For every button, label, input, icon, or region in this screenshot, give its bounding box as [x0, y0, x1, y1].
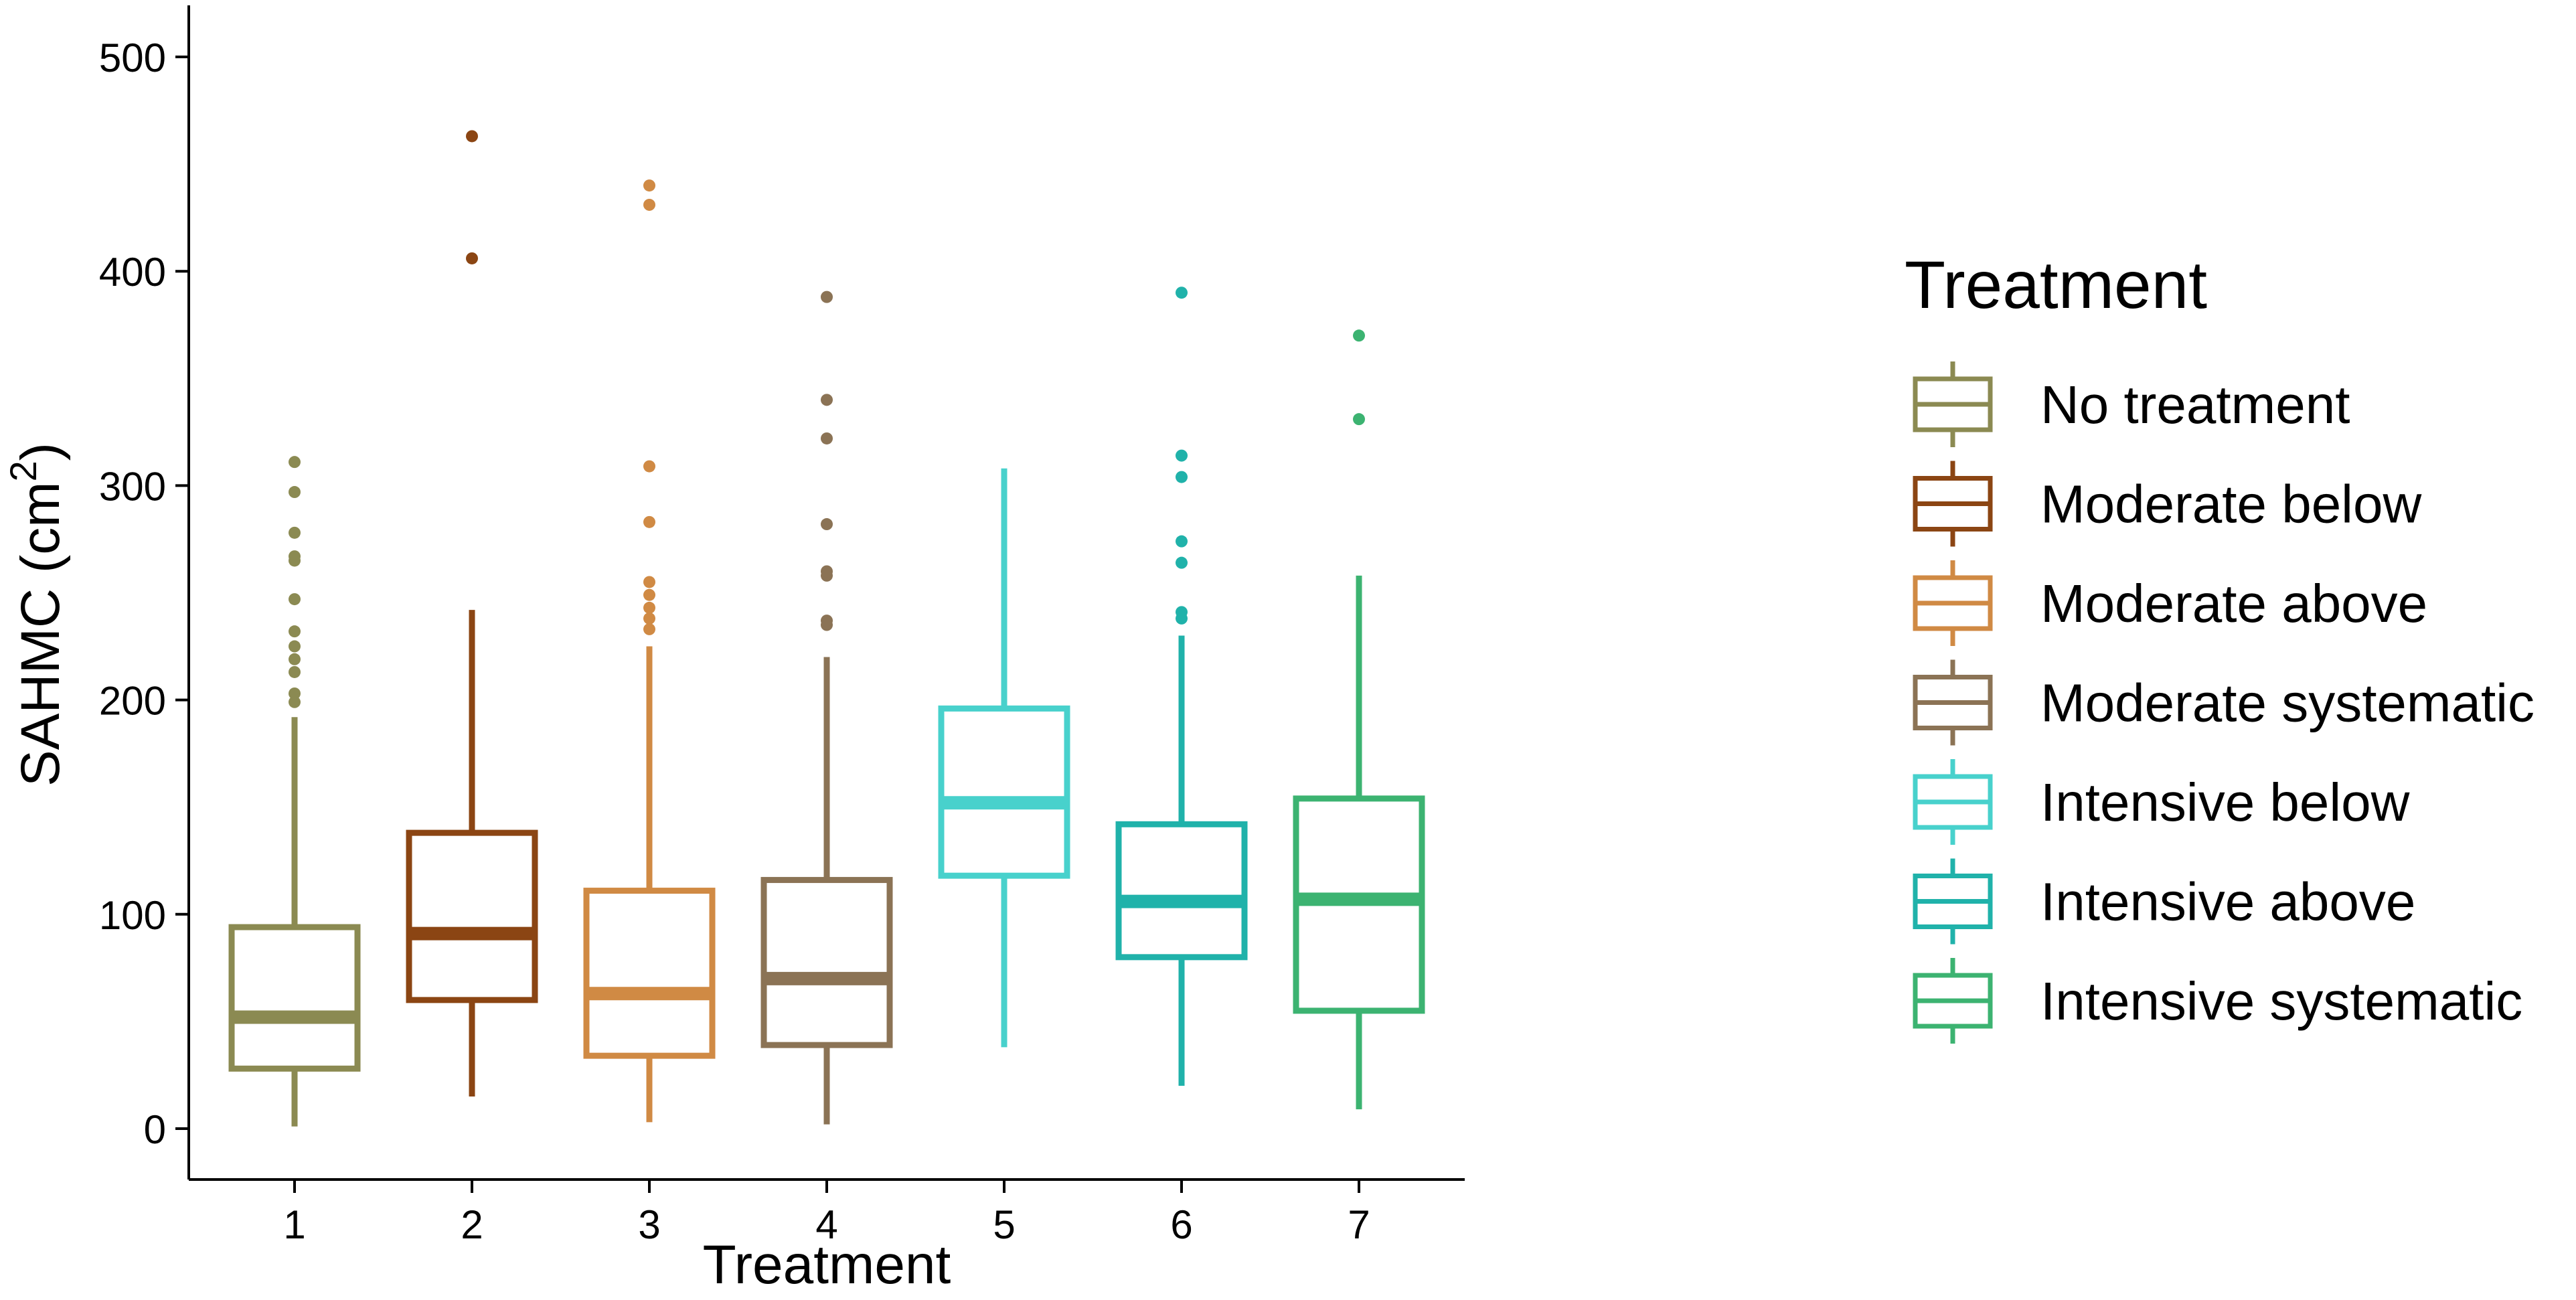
- legend-item: Intensive systematic: [1913, 958, 2522, 1044]
- outlier-point: [643, 460, 655, 473]
- y-axis-title-superscript: 2: [2, 461, 44, 481]
- outlier-point: [643, 623, 655, 635]
- box-group-1: [228, 456, 361, 1127]
- outlier-point: [289, 687, 301, 700]
- legend-key: [1913, 461, 1993, 547]
- x-tick-label: 4: [815, 1202, 837, 1247]
- box-iqr: [760, 877, 893, 1048]
- outlier-point: [289, 550, 301, 563]
- x-tick-label: 1: [283, 1202, 305, 1247]
- legend-item: Intensive below: [1913, 759, 2410, 845]
- outlier-point: [289, 665, 301, 678]
- outlier-point: [821, 615, 833, 627]
- box-iqr: [228, 924, 361, 1072]
- outlier-point: [1176, 471, 1188, 483]
- outlier-point: [821, 518, 833, 531]
- outlier-point: [821, 565, 833, 578]
- x-axis-ticks: 1 2 3 4 5 6 7: [283, 1180, 1370, 1247]
- outlier-point: [1176, 287, 1188, 299]
- box-group-5: [938, 468, 1070, 1048]
- box-iqr: [406, 829, 538, 1003]
- box-group-2: [406, 130, 538, 1096]
- y-axis-title-suffix: ): [10, 442, 71, 461]
- outlier-point: [289, 696, 301, 708]
- outlier-point: [1176, 556, 1188, 569]
- legend-key: [1913, 659, 1993, 746]
- outlier-point: [1353, 329, 1365, 342]
- box-group-6: [1115, 287, 1248, 1086]
- x-tick-label: 3: [638, 1202, 660, 1247]
- legend-item: Moderate below: [1913, 461, 2421, 547]
- outlier-point: [466, 130, 478, 143]
- legend-key: [1913, 958, 1993, 1044]
- plot-area: [228, 130, 1425, 1127]
- outlier-point: [821, 291, 833, 303]
- box-group-7: [1293, 329, 1425, 1110]
- outlier-point: [643, 576, 655, 588]
- x-tick-label: 5: [993, 1202, 1015, 1247]
- y-tick-label: 300: [99, 464, 166, 509]
- outlier-point: [821, 432, 833, 444]
- outlier-point: [821, 394, 833, 406]
- legend-label: Moderate above: [2040, 574, 2427, 633]
- outlier-point: [643, 612, 655, 625]
- x-tick-label: 2: [461, 1202, 483, 1247]
- outlier-point: [1353, 413, 1365, 426]
- outlier-point: [643, 198, 655, 211]
- y-tick-label: 400: [99, 250, 166, 295]
- outlier-point: [643, 588, 655, 601]
- y-tick-label: 200: [99, 679, 166, 724]
- legend-key: [1913, 560, 1993, 646]
- legend-item: Intensive above: [1913, 858, 2415, 945]
- legend-label: Moderate systematic: [2040, 673, 2534, 733]
- legend-label: No treatment: [2040, 375, 2350, 434]
- legend-key: [1913, 858, 1993, 945]
- legend-key: [1913, 361, 1993, 447]
- outlier-point: [289, 486, 301, 499]
- outlier-point: [466, 252, 478, 264]
- outlier-point: [643, 601, 655, 614]
- x-axis-title: Treatment: [703, 1234, 951, 1295]
- x-tick-label: 7: [1348, 1202, 1370, 1247]
- legend-label: Moderate below: [2040, 475, 2421, 534]
- outlier-point: [289, 653, 301, 665]
- outlier-point: [289, 593, 301, 606]
- y-axis-title-main: SAHMC (cm: [10, 481, 71, 787]
- outlier-point: [643, 179, 655, 192]
- box-iqr: [1115, 821, 1248, 961]
- legend: Treatment No treatment Moderate below Mode…: [1905, 248, 2534, 1044]
- outlier-point: [289, 526, 301, 539]
- y-axis-ticks: 0 100 200 300 400 500: [99, 35, 189, 1152]
- legend-label: Intensive systematic: [2040, 971, 2522, 1031]
- legend-title: Treatment: [1905, 248, 2207, 323]
- y-tick-label: 100: [99, 893, 166, 938]
- y-tick-label: 500: [99, 35, 166, 80]
- outlier-point: [289, 456, 301, 469]
- box-group-3: [583, 179, 716, 1123]
- legend-item: Moderate systematic: [1913, 659, 2534, 746]
- box-iqr: [583, 888, 716, 1059]
- outlier-point: [1176, 449, 1188, 462]
- outlier-point: [1176, 606, 1188, 619]
- outlier-point: [643, 515, 655, 528]
- outlier-point: [289, 625, 301, 638]
- outlier-point: [1176, 535, 1188, 548]
- legend-label: Intensive above: [2040, 872, 2415, 932]
- x-tick-label: 6: [1170, 1202, 1192, 1247]
- box-iqr: [938, 705, 1070, 879]
- y-axis-title: SAHMC (cm2): [2, 442, 71, 787]
- legend-item: Moderate above: [1913, 560, 2427, 646]
- y-tick-label: 0: [144, 1107, 166, 1152]
- box-group-4: [760, 291, 893, 1125]
- outlier-point: [289, 640, 301, 653]
- legend-label: Intensive below: [2040, 773, 2410, 832]
- legend-key: [1913, 759, 1993, 845]
- legend-item: No treatment: [1913, 361, 2350, 447]
